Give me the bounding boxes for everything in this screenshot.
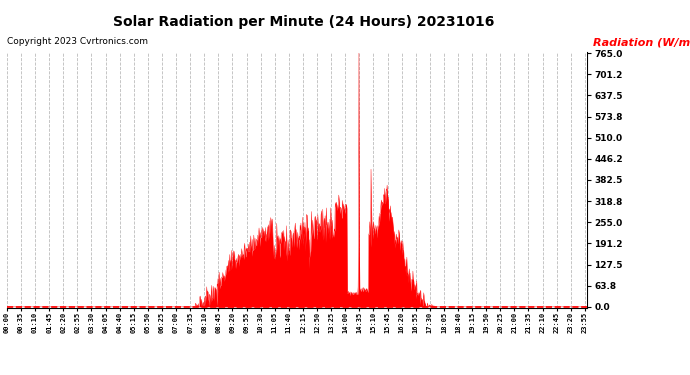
Text: Copyright 2023 Cvrtronics.com: Copyright 2023 Cvrtronics.com [7, 38, 148, 46]
Text: Radiation (W/m2): Radiation (W/m2) [593, 38, 690, 48]
Text: Solar Radiation per Minute (24 Hours) 20231016: Solar Radiation per Minute (24 Hours) 20… [113, 15, 494, 29]
